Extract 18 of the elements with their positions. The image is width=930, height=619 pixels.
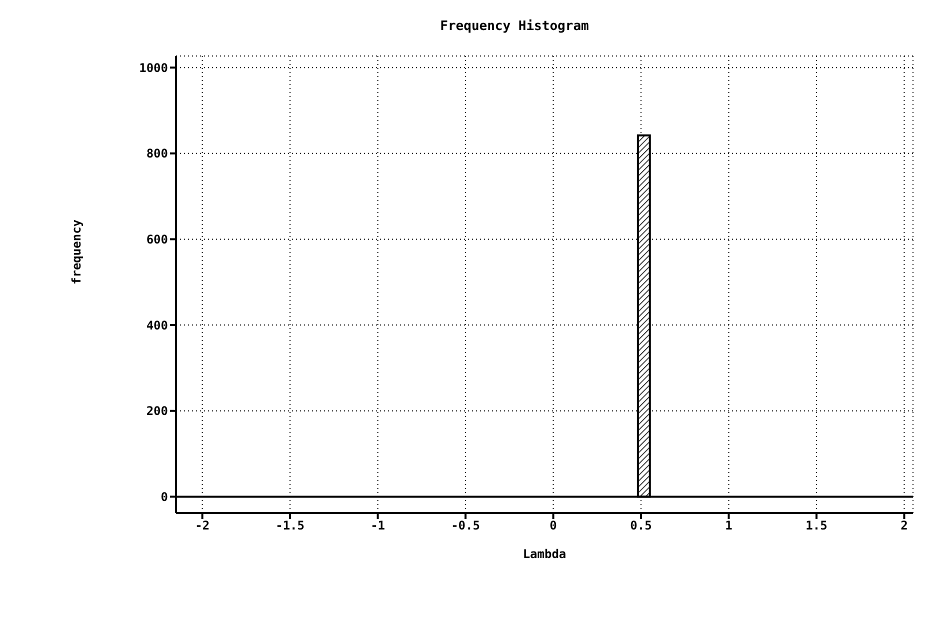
y-tick-label: 800 [146,146,168,161]
x-axis-title: Lambda [522,547,566,561]
x-tick-label: -2 [195,518,210,533]
x-tick-label: -1 [370,518,386,533]
y-tick-label: 400 [146,318,168,332]
x-tick-label: -1.5 [276,518,305,533]
y-tick-label: 0 [160,490,168,504]
x-tick-label: 2 [900,518,908,533]
y-tick-label: 600 [146,232,168,246]
x-tick-label: 0 [550,518,557,533]
x-tick-label: -0.5 [451,518,480,533]
chart-title: Frequency Histogram [440,19,590,34]
y-axis-title: frequency [69,219,84,284]
x-tick-label: 1.5 [806,518,828,533]
x-tick-label: 0.5 [630,518,652,533]
x-tick-label: 1 [725,518,732,533]
y-tick-label: 1000 [139,60,168,75]
y-tick-label: 200 [146,404,168,418]
